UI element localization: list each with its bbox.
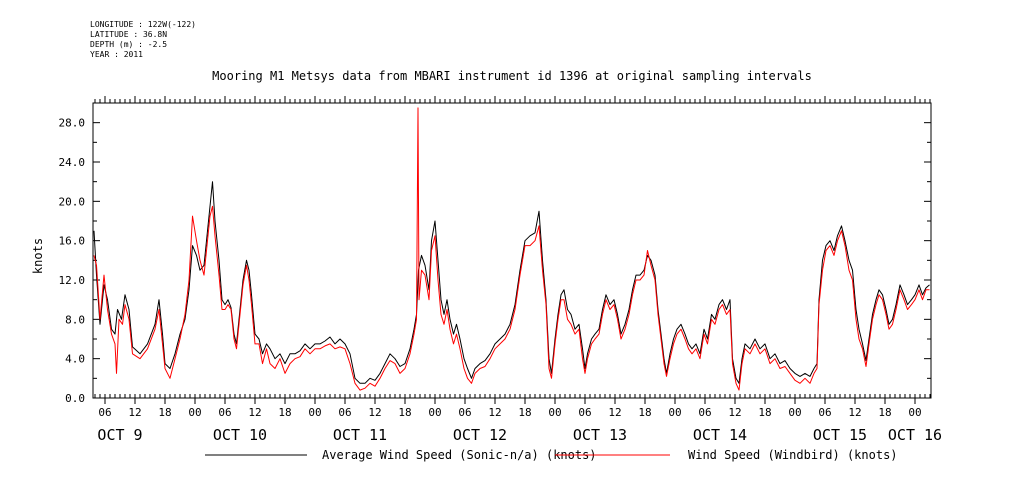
legend-label: Average Wind Speed (Sonic-n/a) (knots) bbox=[322, 448, 597, 462]
depth-label: DEPTH (m) : -2.5 bbox=[90, 40, 168, 49]
x-day-label: OCT 15 bbox=[813, 426, 867, 444]
x-day-label: OCT 9 bbox=[97, 426, 142, 444]
series-layer bbox=[93, 107, 930, 391]
axes-layer: 0.0 4.0 8.0 12.0 16.0 20.0 24.0 28.0 06 12 18 00 06 1… bbox=[59, 96, 942, 444]
x-tick-label: 12 bbox=[128, 406, 141, 419]
x-tick-label: 00 bbox=[548, 406, 561, 419]
x-tick-label: 12 bbox=[728, 406, 741, 419]
x-tick-label: 18 bbox=[878, 406, 891, 419]
x-tick-label: 12 bbox=[608, 406, 621, 419]
x-tick-label: 06 bbox=[98, 406, 111, 419]
y-tick-label: 8.0 bbox=[65, 313, 85, 326]
x-tick-label: 00 bbox=[188, 406, 201, 419]
x-tick-label: 12 bbox=[488, 406, 501, 419]
x-day-label: OCT 12 bbox=[453, 426, 507, 444]
x-tick-label: 18 bbox=[278, 406, 291, 419]
x-tick-label: 12 bbox=[848, 406, 861, 419]
x-tick-label: 18 bbox=[758, 406, 771, 419]
x-tick-label: 12 bbox=[248, 406, 261, 419]
x-day-label: OCT 13 bbox=[573, 426, 627, 444]
legend: Average Wind Speed (Sonic-n/a) (knots) Wi… bbox=[205, 448, 898, 462]
x-tick-label: 12 bbox=[368, 406, 381, 419]
legend-label: Wind Speed (Windbird) (knots) bbox=[688, 448, 898, 462]
y-tick-label: 4.0 bbox=[65, 353, 85, 366]
latitude-label: LATITUDE : 36.8N bbox=[90, 30, 168, 39]
year-label: YEAR : 2011 bbox=[90, 50, 143, 59]
y-tick-label: 24.0 bbox=[59, 156, 86, 169]
x-tick-label: 18 bbox=[518, 406, 531, 419]
y-tick-label: 28.0 bbox=[59, 117, 86, 130]
x-tick-label: 18 bbox=[398, 406, 411, 419]
x-tick-label: 06 bbox=[458, 406, 471, 419]
x-day-label: OCT 10 bbox=[213, 426, 267, 444]
x-tick-label: 00 bbox=[308, 406, 321, 419]
x-tick-label: 18 bbox=[158, 406, 171, 419]
x-day-label: OCT 11 bbox=[333, 426, 387, 444]
y-tick-label: 16.0 bbox=[59, 235, 86, 248]
x-tick-label: 06 bbox=[338, 406, 351, 419]
x-day-label: OCT 16 bbox=[888, 426, 942, 444]
x-tick-label: 18 bbox=[638, 406, 651, 419]
x-day-label: OCT 14 bbox=[693, 426, 747, 444]
longitude-label: LONGITUDE : 122W(-122) bbox=[90, 20, 196, 29]
x-tick-label: 00 bbox=[428, 406, 441, 419]
x-tick-label: 06 bbox=[698, 406, 711, 419]
x-tick-label: 00 bbox=[668, 406, 681, 419]
x-tick-label: 06 bbox=[578, 406, 591, 419]
x-tick-label: 06 bbox=[818, 406, 831, 419]
x-tick-label: 06 bbox=[218, 406, 231, 419]
y-tick-label: 12.0 bbox=[59, 274, 86, 287]
x-tick-label: 00 bbox=[908, 406, 921, 419]
x-tick-label: 00 bbox=[788, 406, 801, 419]
y-tick-label: 20.0 bbox=[59, 195, 86, 208]
y-axis-label: knots bbox=[31, 238, 45, 274]
series-line-windbird bbox=[93, 107, 930, 391]
y-tick-label: 0.0 bbox=[65, 392, 85, 405]
plot-frame bbox=[92, 102, 932, 399]
station-metadata: LONGITUDE : 122W(-122) LATITUDE : 36.8N … bbox=[90, 20, 196, 60]
chart-title: Mooring M1 Metsys data from MBARI instru… bbox=[212, 69, 812, 83]
